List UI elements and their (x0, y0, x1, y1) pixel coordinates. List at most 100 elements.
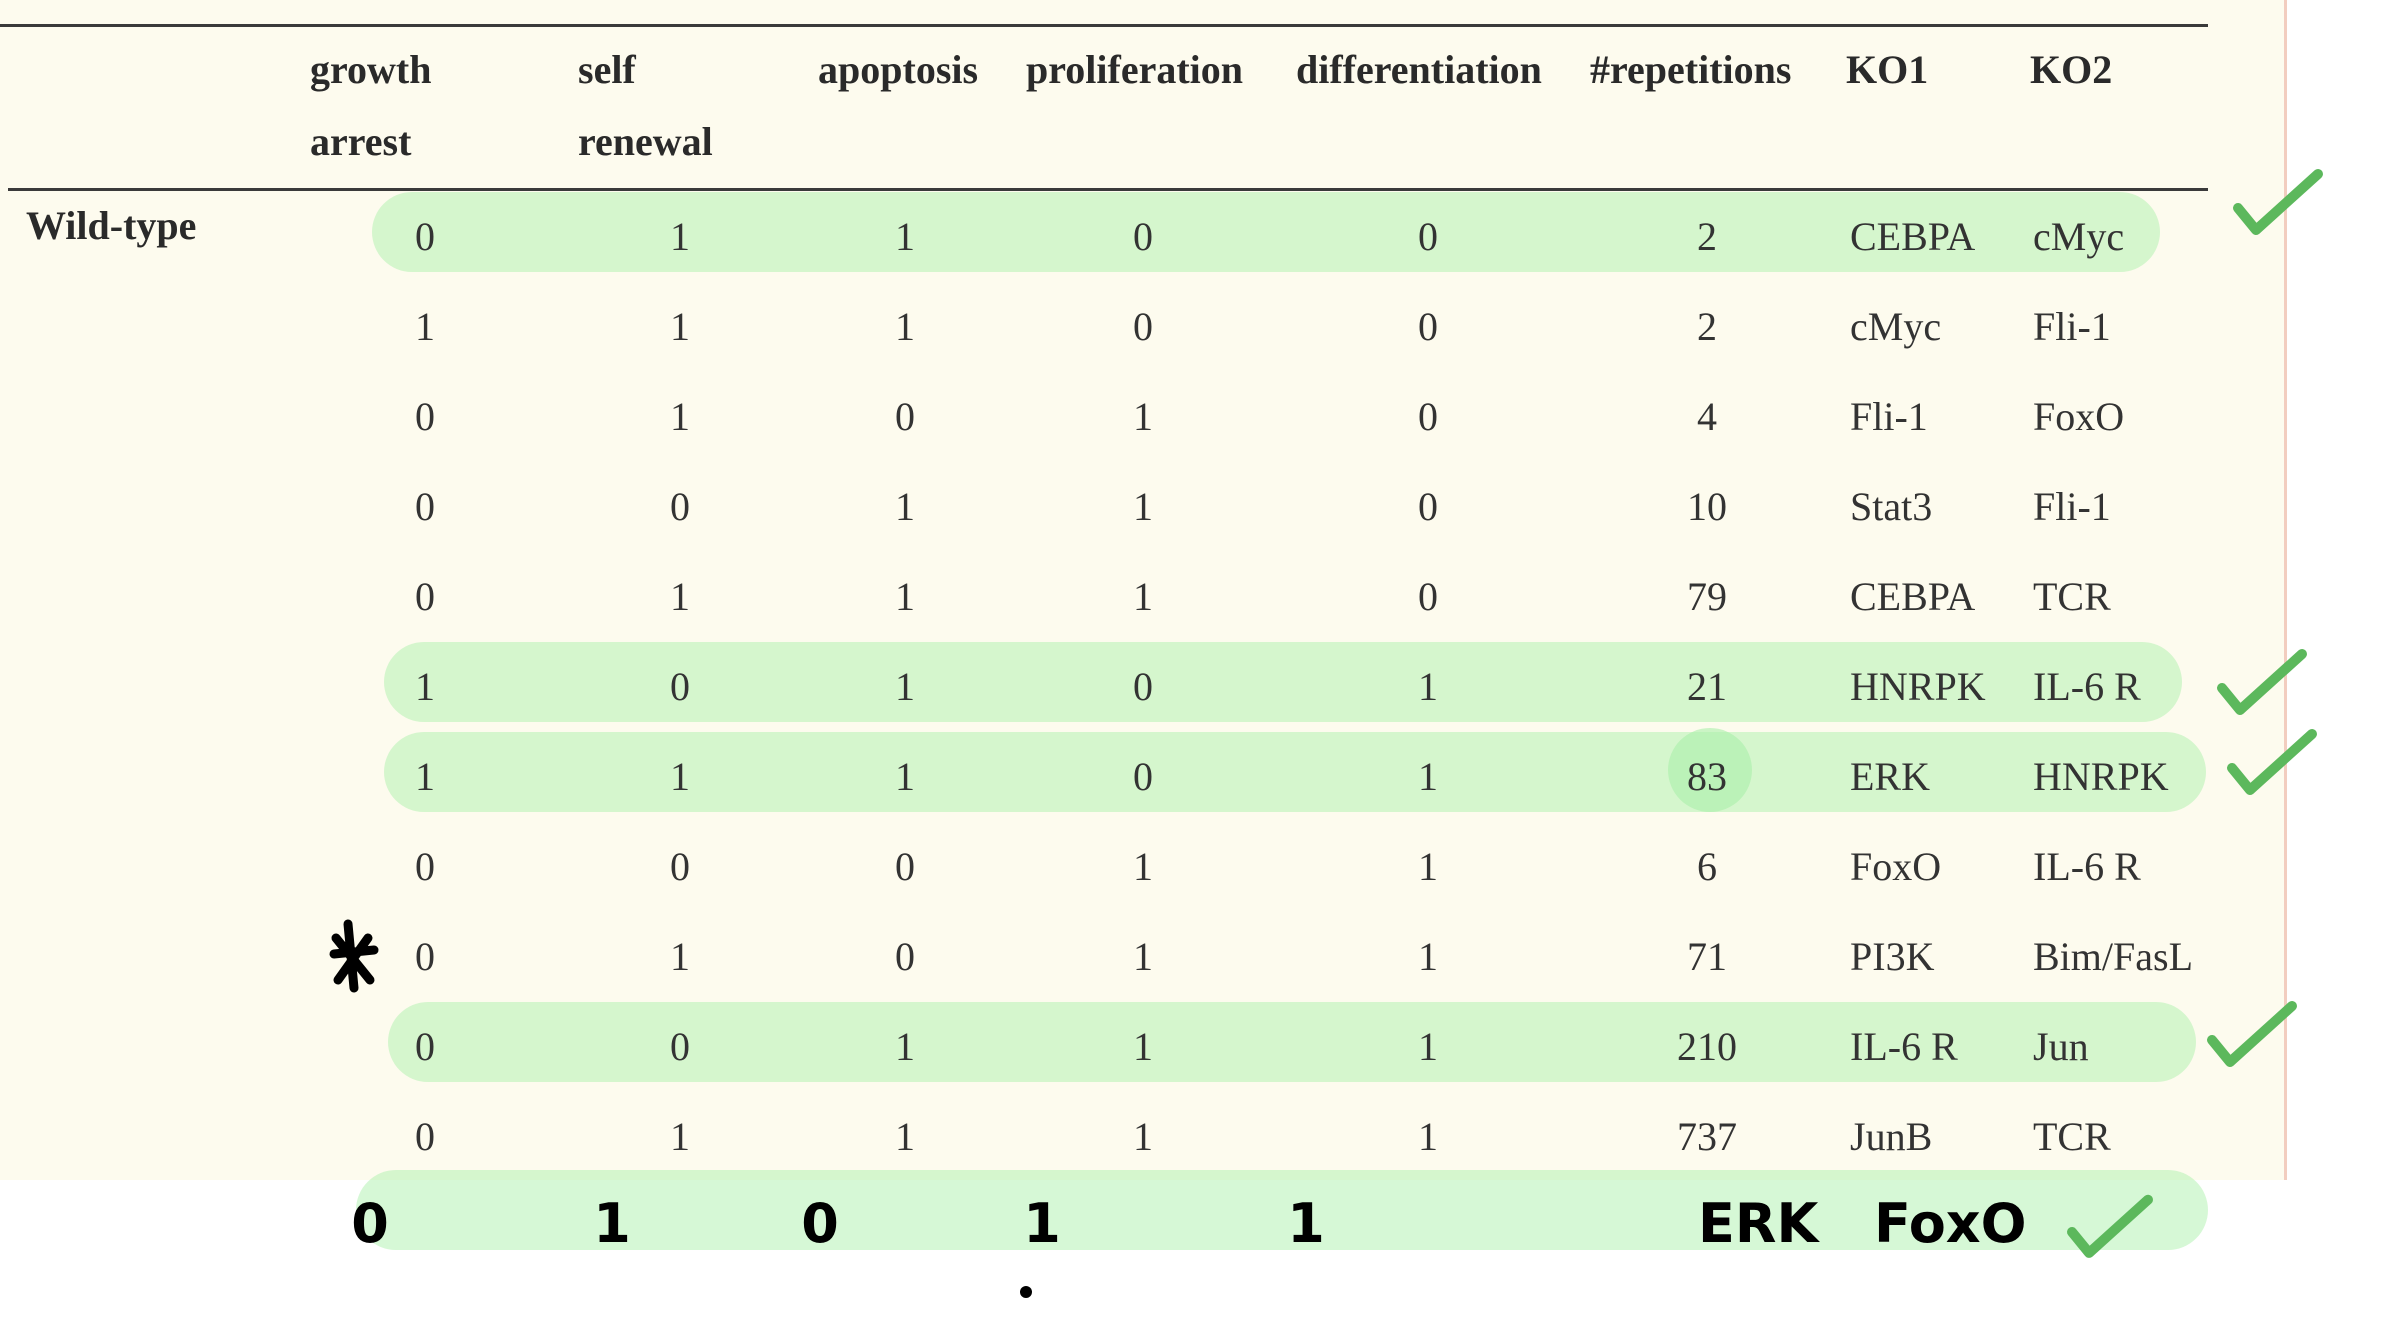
cell-self-renewal: 1 (670, 754, 690, 799)
table-top-rule (0, 24, 2208, 27)
table-header-rule (8, 188, 2208, 191)
cell-growth-arrest: 1 (415, 664, 435, 709)
header-differentiation-line: differentiation (1296, 47, 1542, 92)
cell-ko1: PI3K (1850, 934, 1935, 979)
cell-differentiation: 1 (1418, 1114, 1438, 1159)
header-proliferation-line: proliferation (1026, 47, 1244, 92)
cell-differentiation: 1 (1418, 1024, 1438, 1069)
cell-self-renewal: 0 (670, 844, 690, 889)
row-highlight (384, 642, 2182, 722)
cell-proliferation: 1 (1133, 1024, 1153, 1069)
cell-differentiation: 1 (1418, 934, 1438, 979)
cell-proliferation: 1 (1133, 934, 1153, 979)
cell-proliferation: 0 (1133, 664, 1153, 709)
cell-growth-arrest: 1 (415, 754, 435, 799)
cell-apoptosis: 0 (895, 934, 915, 979)
header-repetitions: #repetitions (1590, 34, 1791, 106)
hand-apoptosis: 0 (801, 1192, 839, 1255)
hand-ko1: ERK (1698, 1192, 1819, 1255)
cell-ko1: JunB (1850, 1114, 1933, 1159)
cell-ko2: Bim/FasL (2033, 934, 2194, 979)
table-page (0, 0, 2284, 1180)
cell-apoptosis: 1 (895, 574, 915, 619)
cell-ko1: cMyc (1850, 304, 1942, 349)
cell-apoptosis: 0 (895, 844, 915, 889)
cell-self-renewal: 0 (670, 1024, 690, 1069)
cell-proliferation: 1 (1133, 844, 1153, 889)
hand-proliferation: 1 (1023, 1192, 1061, 1255)
row-label-wild-type: Wild-type (26, 203, 197, 248)
cell-ko2: IL-6 R (2033, 664, 2141, 709)
cell-ko1: Stat3 (1850, 484, 1933, 529)
cell-self-renewal: 0 (670, 664, 690, 709)
cell-ko1: Fli-1 (1850, 394, 1928, 439)
row-highlight (388, 1002, 2196, 1082)
cell-differentiation: 1 (1418, 664, 1438, 709)
cell-growth-arrest: 0 (415, 214, 435, 259)
cell-self-renewal: 1 (670, 574, 690, 619)
cell-ko2: Jun (2033, 1024, 2089, 1069)
header-apoptosis-line: apoptosis (818, 47, 979, 92)
cell-ko2: Fli-1 (2033, 304, 2111, 349)
cell-proliferation: 1 (1133, 394, 1153, 439)
cell-growth-arrest: 0 (415, 394, 435, 439)
cell-growth-arrest: 1 (415, 304, 435, 349)
cell-proliferation: 1 (1133, 484, 1153, 529)
handwritten-row-highlight (356, 1170, 2208, 1250)
cell-ko1: IL-6 R (1850, 1024, 1958, 1069)
header-proliferation: proliferation (1026, 34, 1243, 106)
cell-growth-arrest: 0 (415, 484, 435, 529)
cell-proliferation: 0 (1133, 304, 1153, 349)
cell-repetitions: 83 (1687, 754, 1727, 799)
cell-proliferation: 0 (1133, 754, 1153, 799)
cell-apoptosis: 1 (895, 304, 915, 349)
cell-repetitions: 6 (1697, 844, 1717, 889)
hand-ko2: FoxO (1874, 1192, 2027, 1255)
header-growth-arrest: growth arrest (310, 34, 431, 178)
cell-repetitions: 21 (1687, 664, 1727, 709)
cell-ko1: FoxO (1850, 844, 1942, 889)
cell-repetitions: 71 (1687, 934, 1727, 979)
row-highlight (372, 192, 2160, 272)
cell-apoptosis: 1 (895, 1024, 915, 1069)
highlight-circle (1668, 728, 1752, 812)
cell-differentiation: 1 (1418, 844, 1438, 889)
cell-ko1: ERK (1850, 754, 1930, 799)
cell-differentiation: 0 (1418, 304, 1438, 349)
cell-proliferation: 0 (1133, 214, 1153, 259)
cell-ko1: HNRPK (1850, 664, 1986, 709)
header-ko2: KO2 (2030, 34, 2112, 106)
header-ko1-line: KO1 (1846, 47, 1929, 92)
cell-self-renewal: 1 (670, 214, 690, 259)
page-edge-line (2284, 0, 2287, 1180)
cell-ko2: cMyc (2033, 214, 2125, 259)
hand-growth-arrest: 0 (351, 1192, 389, 1255)
cell-ko2: FoxO (2033, 394, 2125, 439)
cell-ko2: TCR (2033, 1114, 2111, 1159)
header-self-renewal: self renewal (578, 34, 713, 178)
cell-self-renewal: 0 (670, 484, 690, 529)
cell-apoptosis: 1 (895, 484, 915, 529)
header-apoptosis: apoptosis (818, 34, 978, 106)
cell-apoptosis: 1 (895, 664, 915, 709)
cell-differentiation: 0 (1418, 484, 1438, 529)
cell-ko2: Fli-1 (2033, 484, 2111, 529)
header-ko2-line: KO2 (2030, 47, 2113, 92)
cell-repetitions: 2 (1697, 304, 1717, 349)
header-growth-arrest-line: arrest (310, 119, 412, 164)
header-growth-arrest-line: growth (310, 47, 432, 92)
cell-ko2: HNRPK (2033, 754, 2169, 799)
cell-repetitions: 10 (1687, 484, 1727, 529)
cell-ko1: CEBPA (1850, 574, 1976, 619)
cell-differentiation: 0 (1418, 214, 1438, 259)
cell-ko2: IL-6 R (2033, 844, 2141, 889)
cell-self-renewal: 1 (670, 1114, 690, 1159)
header-self-renewal-line: self (578, 47, 636, 92)
cell-ko1: CEBPA (1850, 214, 1976, 259)
header-differentiation: differentiation (1296, 34, 1542, 106)
cell-repetitions: 210 (1677, 1024, 1737, 1069)
cell-repetitions: 737 (1677, 1114, 1737, 1159)
ink-dot (1020, 1286, 1032, 1298)
cell-self-renewal: 1 (670, 394, 690, 439)
cell-proliferation: 1 (1133, 574, 1153, 619)
